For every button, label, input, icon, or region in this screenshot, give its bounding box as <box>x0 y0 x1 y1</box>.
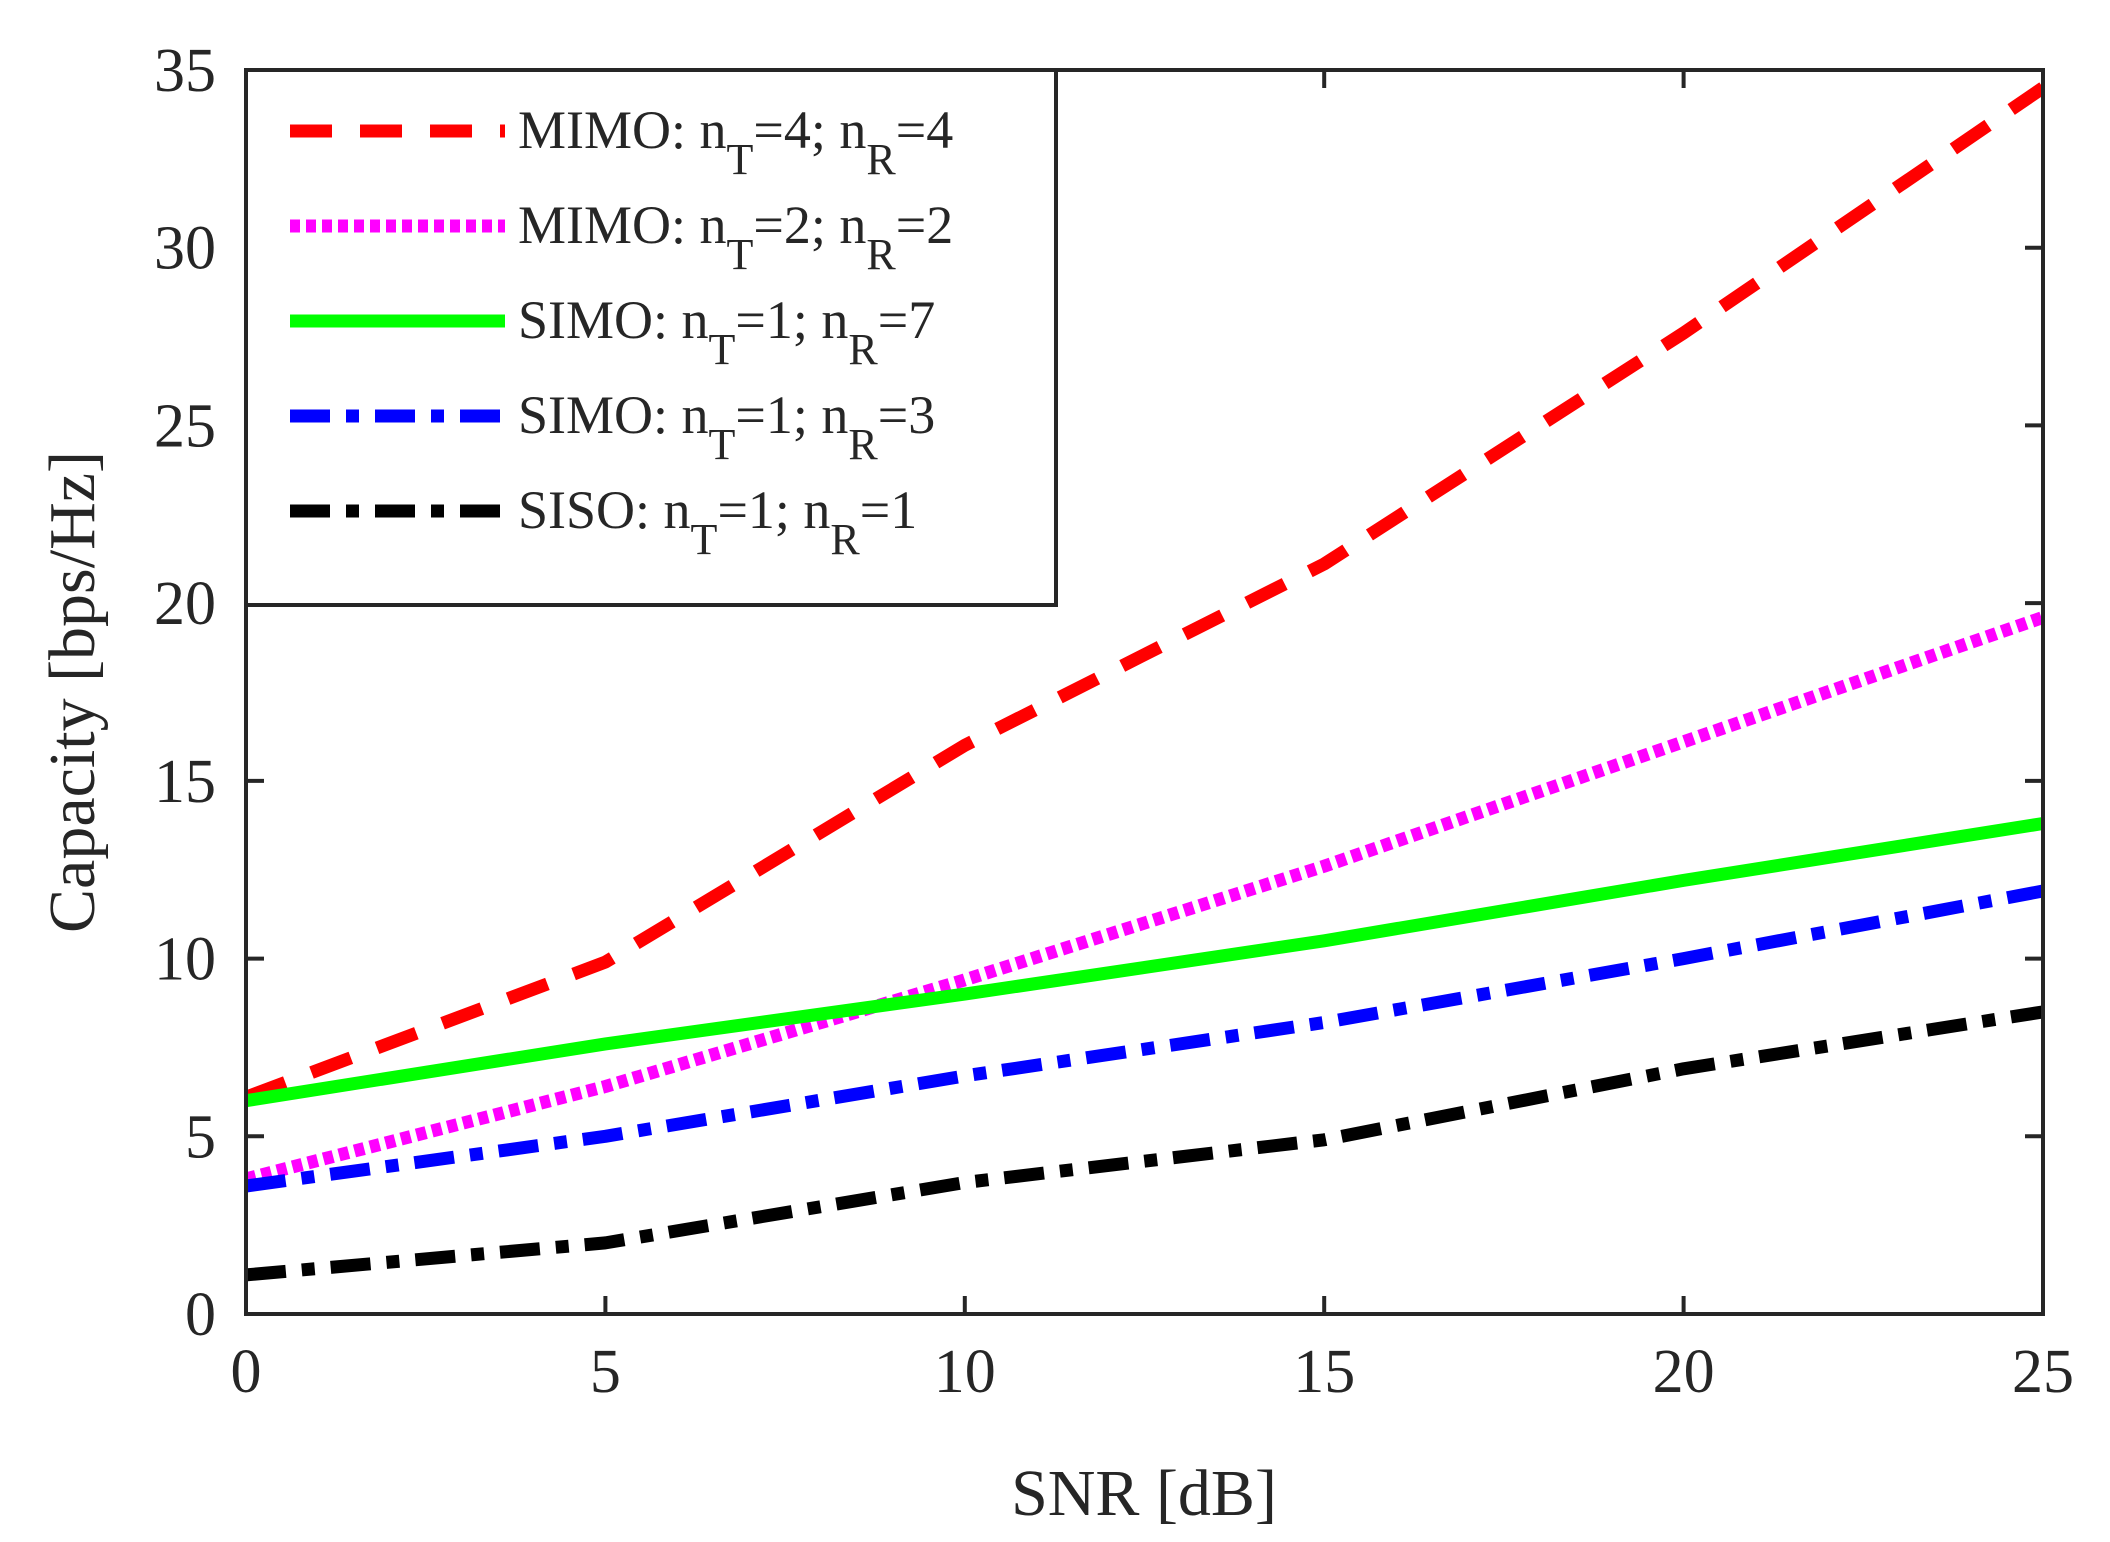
x-tick-label-0: 0 <box>231 1338 262 1406</box>
series-layer <box>244 82 2044 1282</box>
legend-label-1: MIMO: nT=4; nR=4 <box>518 100 953 184</box>
data-point-2-4 <box>1323 865 1325 867</box>
y-tick-label-3: 15 <box>154 748 216 816</box>
y-tick-label-6: 30 <box>154 215 216 283</box>
data-point-2-3 <box>964 979 966 981</box>
series-line-4 <box>245 884 2044 1193</box>
data-point-1-3 <box>964 744 966 746</box>
data-point-4-5 <box>1683 958 1685 960</box>
data-point-5-4 <box>1323 1139 1325 1141</box>
data-point-3-3 <box>964 993 966 995</box>
data-point-3-4 <box>1323 940 1325 942</box>
x-axis-label: SNR [dB] <box>1011 1457 1277 1530</box>
legend: MIMO: nT=4; nR=4 MIMO: nT=2; nR=2 SIMO: nT… <box>244 68 1058 607</box>
x-tick-label-2: 10 <box>934 1338 996 1406</box>
y-axis-label: Capacity [bps/Hz] <box>36 451 109 933</box>
series-line-3 <box>244 817 2044 1108</box>
x-tick-label-1: 5 <box>590 1338 621 1406</box>
data-point-2-2 <box>604 1086 606 1088</box>
data-point-4-3 <box>964 1075 966 1077</box>
y-tick-label-2: 10 <box>154 926 216 994</box>
data-point-4-4 <box>1323 1022 1325 1024</box>
x-axis: 0 5 10 15 20 25 <box>231 70 2074 1406</box>
y-tick-label-5: 25 <box>154 392 216 460</box>
y-tick-label-1: 5 <box>185 1103 216 1171</box>
legend-label-2: MIMO: nT=2; nR=2 <box>518 195 953 279</box>
y-tick-label-0: 0 <box>185 1281 216 1349</box>
x-tick-label-4: 20 <box>1653 1338 1715 1406</box>
legend-label-4: SIMO: nT=1; nR=3 <box>518 385 935 469</box>
data-point-5-2 <box>604 1242 606 1244</box>
x-tick-label-3: 15 <box>1293 1338 1355 1406</box>
series-line-1 <box>244 82 2044 1104</box>
data-point-5-3 <box>964 1181 966 1183</box>
data-point-4-2 <box>604 1135 606 1137</box>
data-point-1-5 <box>1683 332 1685 334</box>
x-tick-label-5: 25 <box>2012 1338 2074 1406</box>
legend-label-3: SIMO: nT=1; nR=7 <box>518 290 935 374</box>
data-point-3-5 <box>1683 879 1685 881</box>
legend-label-5: SISO: nT=1; nR=1 <box>518 480 917 564</box>
y-tick-label-4: 20 <box>154 570 216 638</box>
data-point-5-5 <box>1683 1068 1685 1070</box>
y-tick-label-7: 35 <box>154 37 216 105</box>
data-point-1-4 <box>1323 563 1325 565</box>
series-line-2 <box>244 611 2044 1186</box>
data-point-3-2 <box>604 1043 606 1045</box>
plot-frame <box>244 68 2045 1316</box>
data-point-1-2 <box>604 961 606 963</box>
y-axis: 0 5 10 15 20 25 30 35 <box>154 37 2043 1349</box>
data-point-2-5 <box>1683 741 1685 743</box>
series-line-5 <box>245 1005 2044 1282</box>
